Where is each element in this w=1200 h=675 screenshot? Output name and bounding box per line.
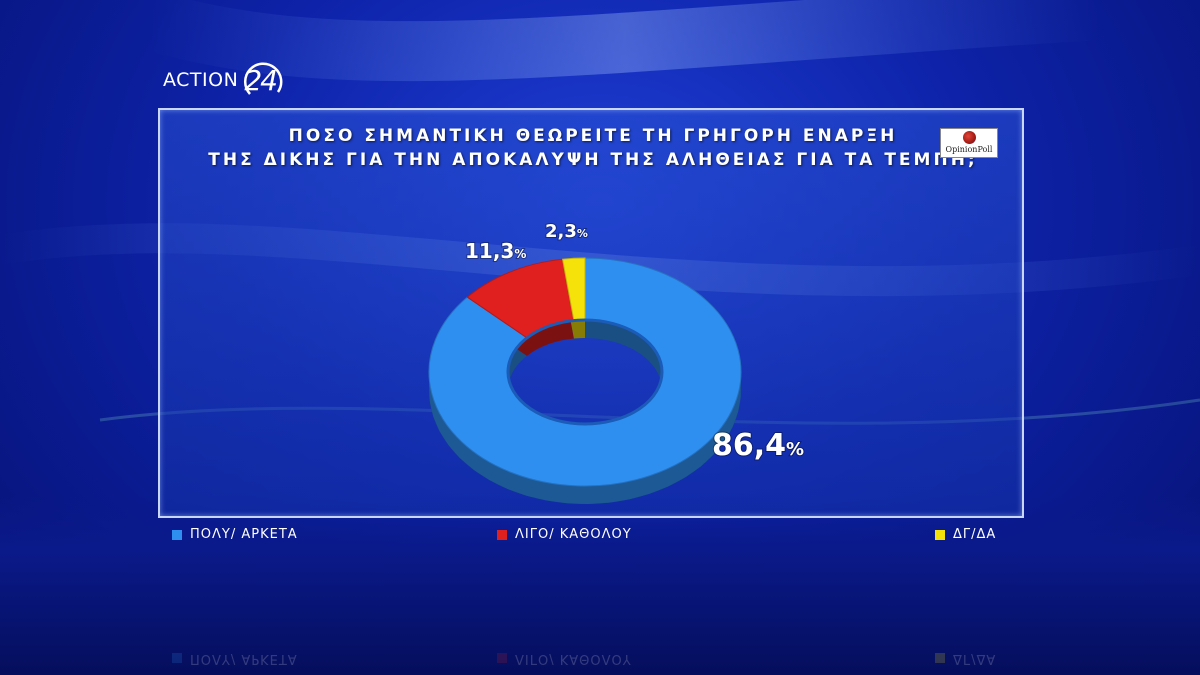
chart-title: ΠΟΣΟ ΣΗΜΑΝΤΙΚΗ ΘΕΩΡΕΙΤΕ ΤΗ ΓΡΗΓΟΡΗ ΕΝΑΡΞ… xyxy=(160,124,1026,172)
reflection-item-1: ΠΟΛΥ/ ΑΡΚΕΤΑ xyxy=(172,651,298,666)
data-label-3: 2,3% xyxy=(545,221,588,242)
opinionpoll-logo-text: OpinionPoll xyxy=(945,145,993,154)
chart-title-line-2: ΤΗΣ ΔΙΚΗΣ ΓΙΑ ΤΗΝ ΑΠΟΚΑΛΥΨΗ ΤΗΣ ΑΛΗΘΕΙΑΣ… xyxy=(208,150,978,170)
legend-item-1: ΠΟΛΥ/ ΑΡΚΕΤΑ xyxy=(172,527,298,542)
reflection-swatch-2 xyxy=(497,653,507,664)
chart-title-line-1: ΠΟΣΟ ΣΗΜΑΝΤΙΚΗ ΘΕΩΡΕΙΤΕ ΤΗ ΓΡΗΓΟΡΗ ΕΝΑΡΞ… xyxy=(288,126,898,146)
legend-swatch-2 xyxy=(497,529,507,540)
legend-label-2: ΛΙΓΟ/ ΚΑΘΟΛΟΥ xyxy=(515,527,632,542)
legend-swatch-3 xyxy=(935,529,945,540)
reflection-swatch-3 xyxy=(935,653,945,664)
reflection-item-3: ΔΓ/ΔΑ xyxy=(935,651,996,666)
logo-text: ACTION xyxy=(163,69,239,91)
legend-item-2: ΛΙΓΟ/ ΚΑΘΟΛΟΥ xyxy=(497,527,632,542)
reflection-label-1: ΠΟΛΥ/ ΑΡΚΕΤΑ xyxy=(190,651,298,666)
legend-reflection: ΠΟΛΥ/ ΑΡΚΕΤΑ ΛΙΓΟ/ ΚΑΘΟΛΟΥ ΔΓ/ΔΑ xyxy=(0,636,1200,666)
chart-panel: ΠΟΣΟ ΣΗΜΑΝΤΙΚΗ ΘΕΩΡΕΙΤΕ ΤΗ ΓΡΗΓΟΡΗ ΕΝΑΡΞ… xyxy=(158,108,1024,518)
logo-digits: 24 xyxy=(244,64,278,97)
opinionpoll-logo: OpinionPoll xyxy=(940,128,998,158)
opinionpoll-logo-icon xyxy=(963,131,976,144)
reflection-label-2: ΛΙΓΟ/ ΚΑΘΟΛΟΥ xyxy=(515,651,632,666)
reflection-label-3: ΔΓ/ΔΑ xyxy=(953,651,997,666)
donut-chart: 86,4% 11,3% 2,3% xyxy=(428,220,805,505)
channel-logo: ACTION 24 xyxy=(163,60,286,100)
logo-ring-icon xyxy=(244,62,283,95)
legend-label-3: ΔΓ/ΔΑ xyxy=(953,527,997,542)
legend-label-1: ΠΟΛΥ/ ΑΡΚΕΤΑ xyxy=(190,527,298,542)
data-label-2: 11,3% xyxy=(465,239,526,263)
legend-swatch-1 xyxy=(172,529,182,540)
reflection-item-2: ΛΙΓΟ/ ΚΑΘΟΛΟΥ xyxy=(497,651,632,666)
legend-item-3: ΔΓ/ΔΑ xyxy=(935,527,996,542)
donut-hole-edge xyxy=(506,318,664,426)
reflection-swatch-1 xyxy=(172,653,182,664)
stage-floor xyxy=(0,495,1200,675)
data-label-1: 86,4% xyxy=(712,428,804,463)
logo-number-badge: 24 xyxy=(240,60,286,100)
